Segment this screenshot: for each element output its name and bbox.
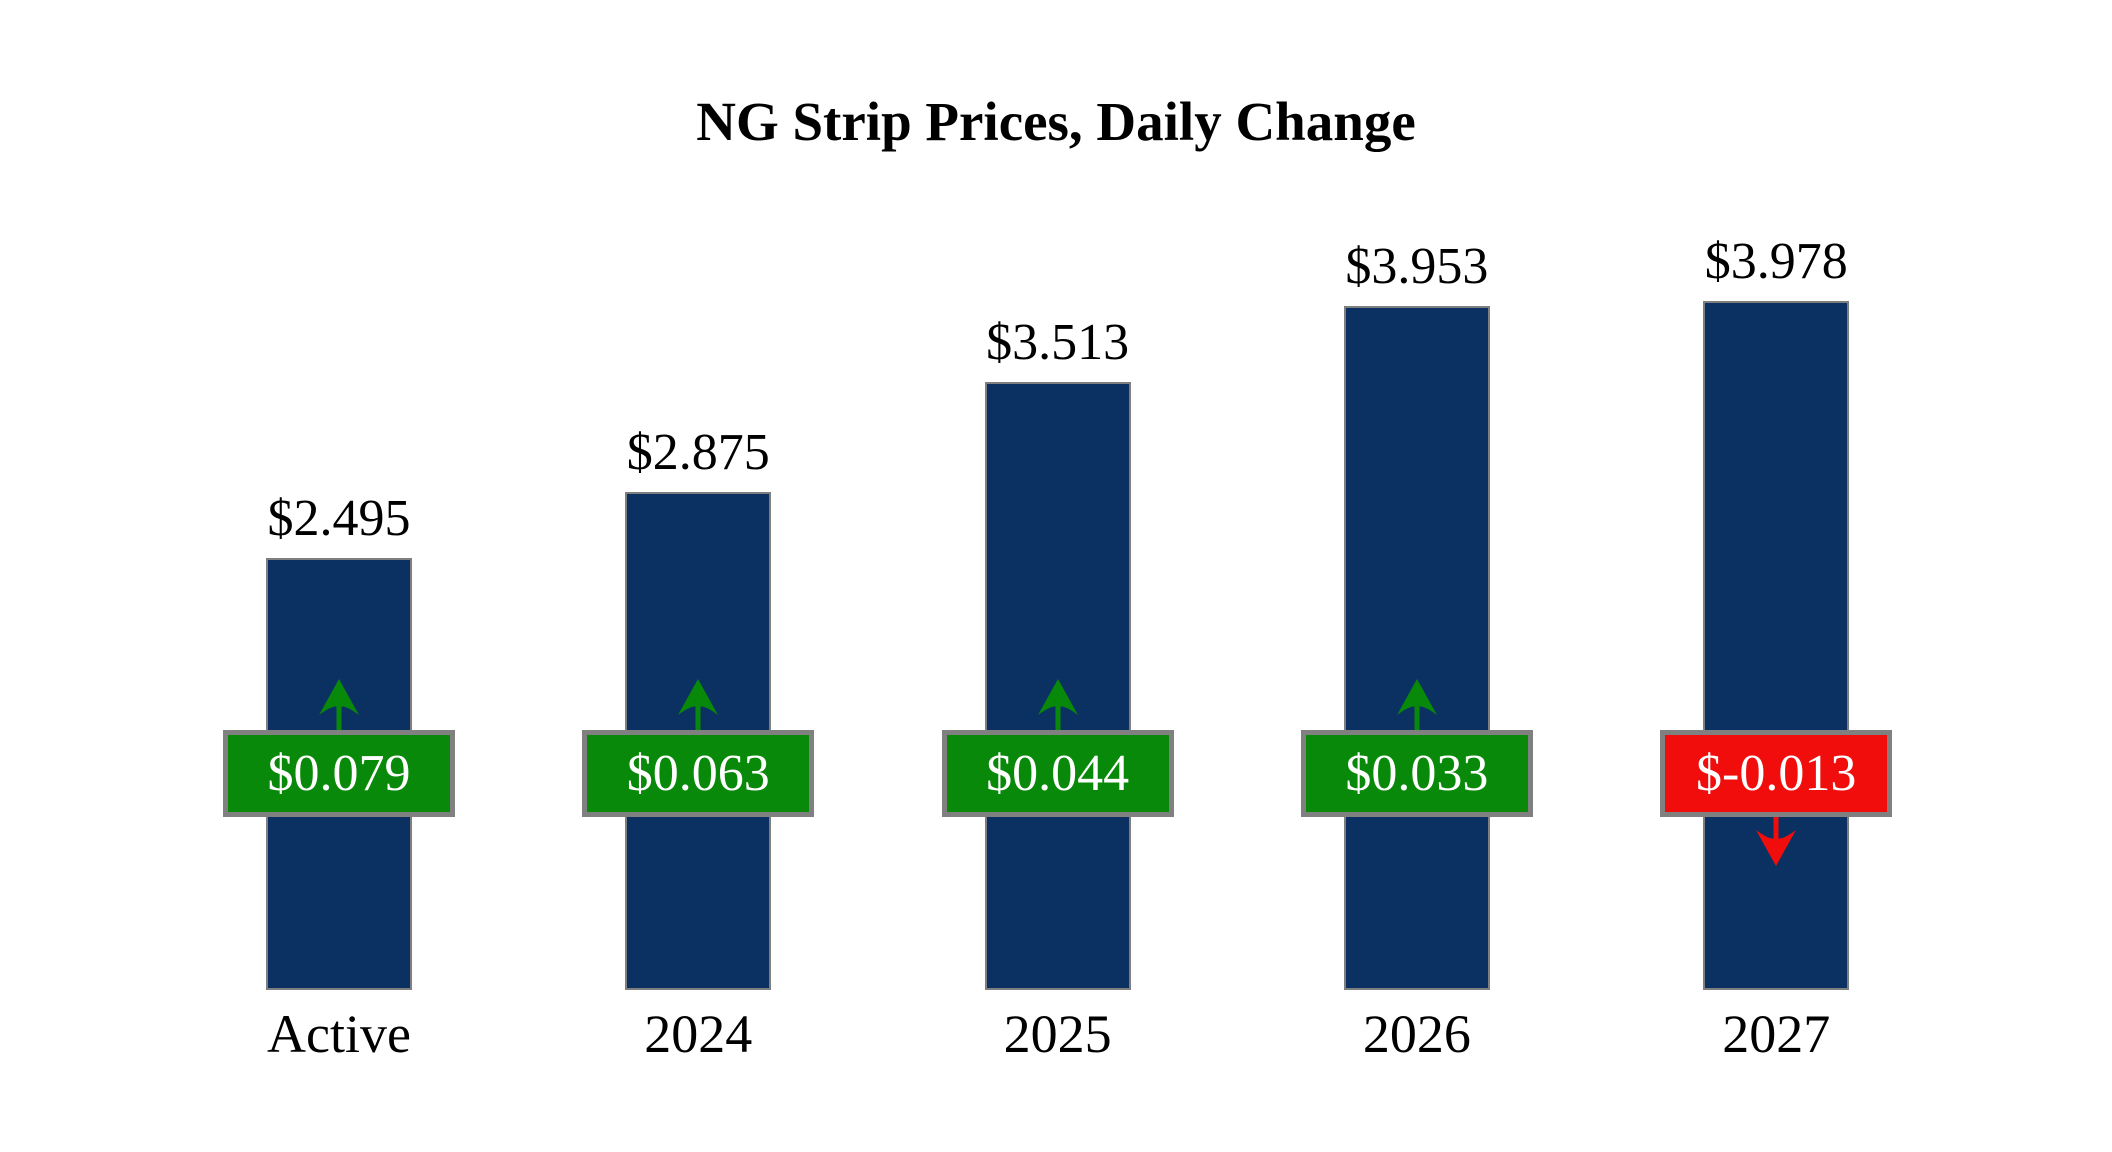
change-value: $0.033 <box>1345 745 1489 802</box>
change-badge-positive: $0.079 <box>223 730 455 817</box>
bar-value-label: $2.495 <box>267 490 411 547</box>
change-value: $-0.013 <box>1696 745 1857 802</box>
change-up-arrow-icon <box>671 678 725 736</box>
category-label: 2027 <box>1722 1004 1831 1064</box>
change-down-arrow-icon <box>1749 813 1803 871</box>
category-label: 2025 <box>1003 1004 1112 1064</box>
change-badge-positive: $0.063 <box>582 730 815 817</box>
category-label: Active <box>267 1004 411 1064</box>
bar-value-label: $3.978 <box>1704 233 1848 290</box>
category-label: 2024 <box>644 1004 753 1064</box>
change-up-arrow-icon <box>312 678 366 736</box>
category-label: 2026 <box>1362 1004 1471 1064</box>
change-badge-positive: $0.044 <box>941 730 1174 817</box>
change-value: $0.044 <box>986 745 1130 802</box>
change-badge-negative: $-0.013 <box>1660 730 1893 817</box>
change-value: $0.063 <box>626 745 770 802</box>
bar-value-label: $3.953 <box>1345 238 1489 295</box>
change-up-arrow-icon <box>1390 678 1444 736</box>
price-bar <box>1703 301 1850 990</box>
bar-value-label: $3.513 <box>986 314 1130 371</box>
change-up-arrow-icon <box>1031 678 1085 736</box>
price-bar <box>1343 306 1490 990</box>
change-value: $0.079 <box>267 745 411 802</box>
chart-title: NG Strip Prices, Daily Change <box>696 91 1416 152</box>
bar-value-label: $2.875 <box>626 424 770 481</box>
change-badge-positive: $0.033 <box>1300 730 1533 817</box>
